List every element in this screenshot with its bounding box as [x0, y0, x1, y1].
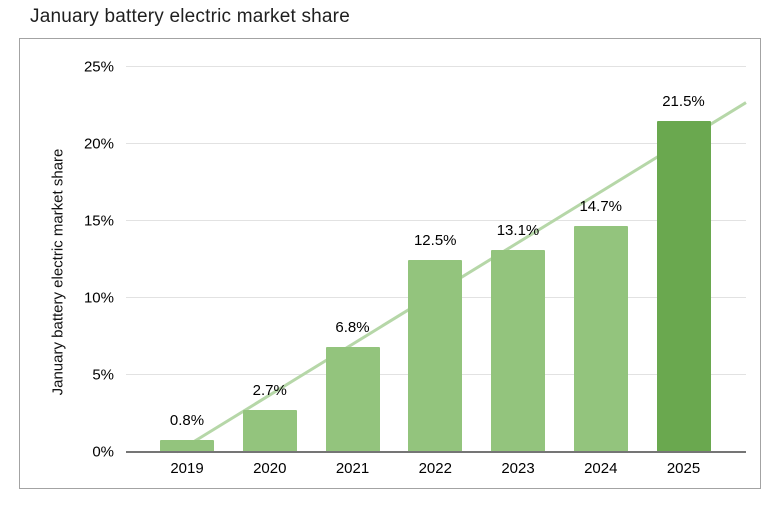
bar-2025	[656, 120, 711, 452]
bar-2024	[573, 225, 628, 452]
bar-value-label: 6.8%	[335, 319, 370, 337]
x-tick-label: 2019	[170, 460, 204, 477]
bar-value-label: 12.5%	[413, 231, 457, 249]
gridline	[126, 220, 746, 221]
x-tick-label: 2023	[501, 460, 535, 477]
x-tick-label: 2021	[335, 460, 370, 477]
x-tick-label: 2022	[418, 460, 452, 477]
plot-area: 0% 5% 10% 15% 20% 25% 0.8% 2019 2.7% 2020 6.8% 2021…	[84, 59, 747, 477]
bar-2019	[160, 439, 214, 452]
bar-value-label: 2.7%	[252, 382, 287, 400]
chart-frame: January battery electric market share 0%…	[19, 38, 761, 489]
y-tick-label: 0%	[92, 443, 114, 461]
x-tick-label: 2020	[253, 460, 287, 477]
y-tick-label: 15%	[83, 212, 114, 230]
y-tick-label: 25%	[83, 58, 114, 76]
bar-value-label: 14.7%	[579, 197, 623, 215]
y-tick-label: 20%	[83, 135, 114, 153]
x-tick-label: 2024	[584, 460, 618, 477]
bar-2020	[242, 410, 297, 452]
y-tick-label: 5%	[92, 366, 114, 384]
bar-value-label: 21.5%	[662, 92, 705, 110]
bar-2023	[491, 250, 545, 452]
bar-value-label: 13.1%	[496, 222, 540, 240]
bar-2022	[408, 259, 463, 452]
x-tick-label: 2025	[666, 460, 701, 477]
gridline	[126, 66, 746, 67]
gridline	[126, 143, 746, 144]
chart-title: January battery electric market share	[30, 6, 350, 27]
x-axis-line	[126, 451, 746, 453]
bar-2021	[325, 347, 380, 452]
y-tick-label: 10%	[83, 289, 114, 307]
y-axis-title: January battery electric market share	[49, 148, 67, 396]
bar-value-label: 0.8%	[169, 411, 205, 429]
